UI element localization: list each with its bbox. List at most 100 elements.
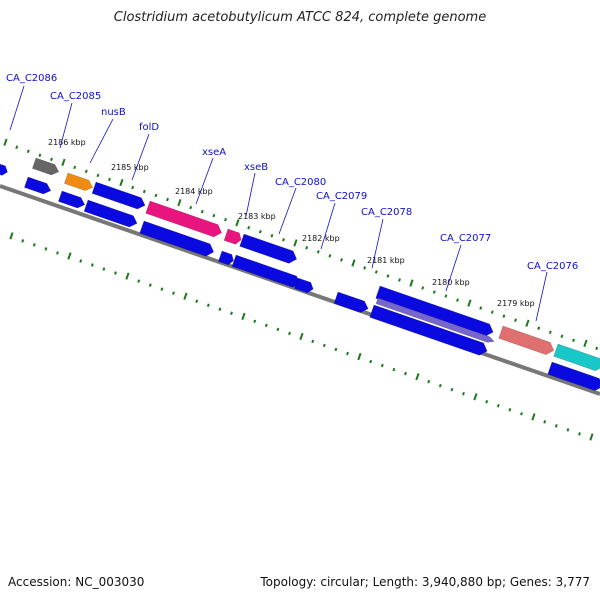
tick-mark xyxy=(102,267,106,271)
tick-mark xyxy=(125,272,130,280)
kbp-label: 2185 kbp xyxy=(111,163,149,172)
kbp-label: 2184 kbp xyxy=(175,187,213,196)
feature-ca-c2078-domain[interactable] xyxy=(375,297,495,344)
map-title: Clostridium acetobutylicum ATCC 824, com… xyxy=(113,10,487,25)
kbp-label: 2182 kbp xyxy=(302,234,340,243)
cds-arrow[interactable] xyxy=(139,220,216,258)
label-leader-line xyxy=(320,202,336,250)
kbp-label: 2180 kbp xyxy=(432,278,470,287)
tick-mark xyxy=(241,312,246,320)
gene-label[interactable]: CA_C2086 xyxy=(6,73,57,84)
tick-mark xyxy=(363,266,367,270)
tick-mark xyxy=(427,379,431,384)
kbp-label: 2183 kbp xyxy=(238,212,276,221)
tick-mark xyxy=(276,327,280,332)
tick-mark xyxy=(450,387,454,392)
tick-mark xyxy=(311,339,315,344)
feature-xseb[interactable] xyxy=(239,233,299,265)
tick-mark xyxy=(50,157,53,162)
tick-mark xyxy=(432,290,436,294)
gene-label[interactable]: xseB xyxy=(244,162,268,173)
tick-mark xyxy=(142,189,146,194)
cds-arrow[interactable] xyxy=(369,304,490,357)
cds-arrow[interactable] xyxy=(547,361,600,393)
gene-label[interactable]: CA_C2079 xyxy=(316,191,367,202)
tick-mark xyxy=(322,343,326,348)
tick-mark xyxy=(32,243,36,247)
tick-mark xyxy=(224,217,227,222)
kbp-label: 2186 kbp xyxy=(48,138,86,147)
cds-arrow[interactable] xyxy=(24,176,52,196)
tick-mark xyxy=(270,233,274,238)
tick-mark xyxy=(392,367,396,372)
tick-mark xyxy=(79,259,83,263)
tick-mark xyxy=(456,298,459,302)
tick-mark xyxy=(496,404,500,408)
tick-mark xyxy=(166,197,169,202)
cds-arrow[interactable] xyxy=(58,190,86,210)
feature-fold[interactable] xyxy=(145,200,224,239)
tick-mark xyxy=(554,424,558,428)
tick-mark xyxy=(502,314,506,318)
tick-mark xyxy=(137,279,141,283)
cds-arrow[interactable] xyxy=(83,199,139,229)
feature-ca-c2076[interactable] xyxy=(553,343,600,373)
tick-mark xyxy=(548,330,552,335)
tick-mark xyxy=(490,310,494,314)
gene-label[interactable]: CA_C2080 xyxy=(275,177,326,188)
tick-mark xyxy=(595,346,599,351)
gene-label[interactable]: folD xyxy=(139,122,159,133)
tick-mark xyxy=(131,185,135,190)
tick-mark xyxy=(589,433,594,441)
gene-label[interactable]: nusB xyxy=(101,107,126,118)
gene-label[interactable]: xseA xyxy=(202,147,226,158)
tick-mark xyxy=(177,198,182,207)
gene-label[interactable]: CA_C2078 xyxy=(361,207,412,218)
tick-mark xyxy=(514,318,517,322)
gene-label[interactable]: CA_C2085 xyxy=(50,91,101,102)
feature-nusb[interactable] xyxy=(91,181,147,211)
tick-mark xyxy=(84,169,88,174)
tick-mark xyxy=(67,252,72,260)
tick-mark xyxy=(380,363,384,368)
cds-arrow[interactable] xyxy=(218,250,235,266)
feature-xsea[interactable] xyxy=(223,228,243,246)
tick-mark xyxy=(369,359,373,364)
tick-mark xyxy=(525,319,530,327)
gene-label[interactable]: CA_C2077 xyxy=(440,233,491,244)
tick-mark xyxy=(247,225,251,230)
tick-mark xyxy=(90,263,94,267)
kbp-label: 2179 kbp xyxy=(497,299,535,308)
tick-mark xyxy=(258,229,262,234)
tick-mark xyxy=(473,393,478,401)
tick-mark xyxy=(218,307,222,311)
accession-text: Accession: NC_003030 xyxy=(8,575,145,589)
tick-mark xyxy=(56,251,59,255)
tick-mark xyxy=(438,383,442,388)
tick-mark xyxy=(21,239,25,243)
gene-label[interactable]: CA_C2076 xyxy=(527,261,578,272)
tick-mark xyxy=(26,149,30,154)
label-leader-line xyxy=(278,187,297,235)
feature-tracks xyxy=(0,157,600,393)
tick-mark xyxy=(566,428,570,432)
cds-arrow[interactable] xyxy=(0,161,9,177)
feature-ca-c2077[interactable] xyxy=(498,325,556,357)
tick-mark xyxy=(253,319,257,324)
feature-ca-c2086[interactable] xyxy=(32,157,60,177)
tick-mark xyxy=(409,279,414,287)
feature-ca-c2085[interactable] xyxy=(64,172,94,193)
tick-mark xyxy=(305,246,309,250)
tick-mark xyxy=(200,209,204,214)
tick-mark xyxy=(160,287,164,291)
tick-mark xyxy=(421,286,425,290)
feature-ca-c2079[interactable] xyxy=(333,291,370,314)
feature-ca-c2080[interactable] xyxy=(294,277,315,294)
tick-mark xyxy=(531,413,536,421)
label-leader-line xyxy=(445,244,462,292)
label-leader-line xyxy=(59,102,73,149)
tick-mark xyxy=(462,391,465,396)
feature-ca-c2078[interactable] xyxy=(375,285,496,338)
label-leader-line xyxy=(89,118,114,164)
